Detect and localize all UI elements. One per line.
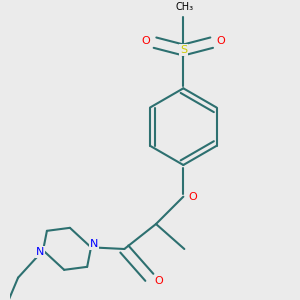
Text: O: O (141, 36, 150, 46)
Text: S: S (180, 45, 187, 55)
Text: O: O (217, 36, 225, 46)
Text: N: N (36, 247, 44, 257)
Text: CH₃: CH₃ (176, 2, 194, 12)
Text: N: N (90, 239, 98, 249)
Text: O: O (188, 192, 197, 202)
Text: O: O (154, 276, 163, 286)
